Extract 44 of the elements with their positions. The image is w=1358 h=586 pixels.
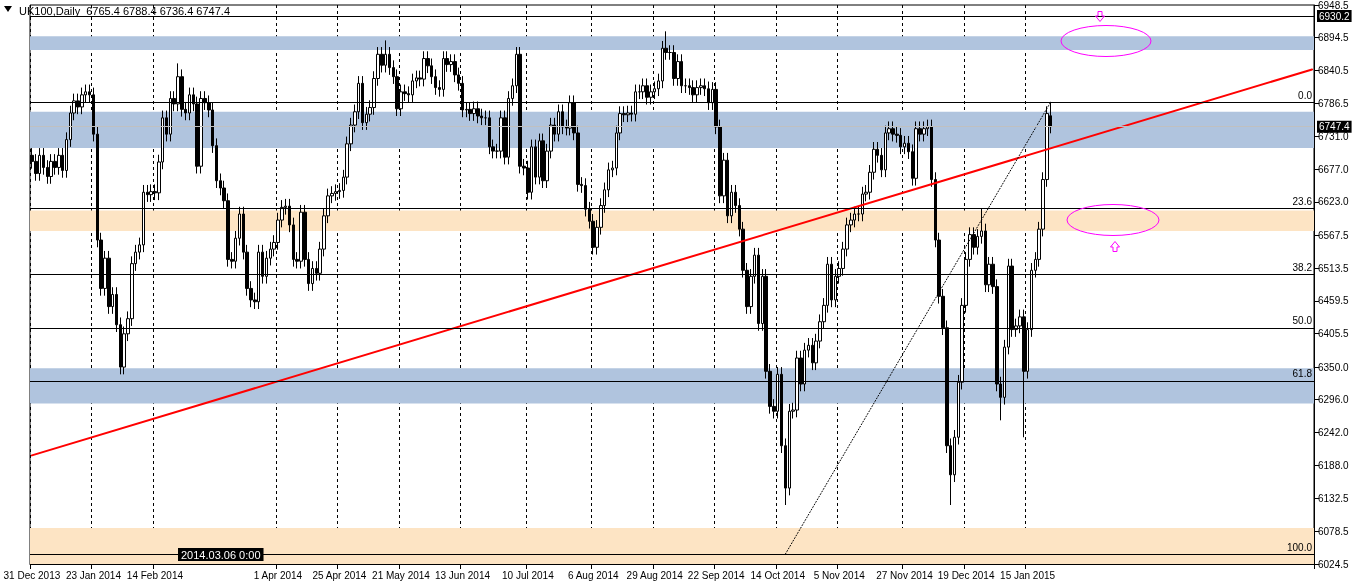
annotation: 50.0	[1292, 315, 1313, 327]
annotation: 38.2	[1292, 262, 1313, 274]
y-tick-label: 6948.5	[1318, 0, 1350, 11]
y-tick-label: 6894.5	[1318, 32, 1350, 44]
annotation: 0.0	[1298, 89, 1313, 101]
annotation: 2014.03.06 0:00	[181, 548, 261, 561]
x-tick-label: 14 Oct 2014	[750, 569, 806, 581]
x-tick-label: 6 Aug 2014	[567, 569, 619, 581]
chart-title: UK100,Daily 6765.4 6788.4 6736.4 6747.4	[19, 4, 230, 17]
y-tick-label: 6024.5	[1318, 558, 1350, 570]
x-tick-label: 21 May 2014	[372, 569, 431, 581]
annotation: 61.8	[1292, 368, 1313, 380]
x-tick-label: 1 Apr 2014	[253, 569, 303, 581]
x-tick-label: 23 Jan 2014	[65, 569, 122, 581]
x-tick-label: 13 Jun 2014	[434, 569, 491, 581]
y-tick-label: 6132.5	[1318, 493, 1350, 505]
x-tick-label: 22 Sep 2014	[687, 569, 746, 581]
y-tick-label: 6459.5	[1318, 295, 1350, 307]
x-tick-label: 31 Dec 2013	[3, 569, 61, 581]
y-tick-label: 6242.0	[1318, 426, 1350, 438]
y-tick-label: 6840.5	[1318, 64, 1350, 76]
x-tick-label: 10 Jul 2014	[501, 569, 555, 581]
x-tick-label: 5 Nov 2014	[813, 569, 866, 581]
x-tick-label: 27 Nov 2014	[876, 569, 934, 581]
x-tick-label: 14 Feb 2014	[126, 569, 184, 581]
x-tick-label: 29 Aug 2014	[626, 569, 684, 581]
y-tick-label: 6350.0	[1318, 361, 1350, 373]
y-tick-label: 6731.0	[1318, 131, 1350, 143]
y-tick-label: 6405.5	[1318, 328, 1350, 339]
x-tick-label: 19 Dec 2014	[937, 569, 995, 581]
y-tick-label: 6623.0	[1318, 196, 1350, 208]
ref-line-label: 6747.4	[1319, 121, 1351, 133]
y-tick-label: 6567.5	[1318, 230, 1350, 241]
annotation: 100.0	[1286, 541, 1313, 553]
x-tick-label: 15 Jan 2015	[1000, 569, 1056, 581]
y-tick-label: 6188.0	[1318, 459, 1350, 471]
y-tick-label: 6513.5	[1318, 262, 1350, 274]
annotation: 23.6	[1292, 196, 1313, 208]
y-tick-label: 6677.0	[1318, 163, 1350, 175]
y-tick-label: 6786.5	[1318, 97, 1350, 109]
x-tick-label: 25 Apr 2014	[312, 569, 367, 581]
ref-line-label: 6930.2	[1319, 10, 1351, 22]
y-tick-label: 6078.5	[1318, 525, 1350, 537]
y-tick-label: 6296.0	[1318, 394, 1350, 406]
